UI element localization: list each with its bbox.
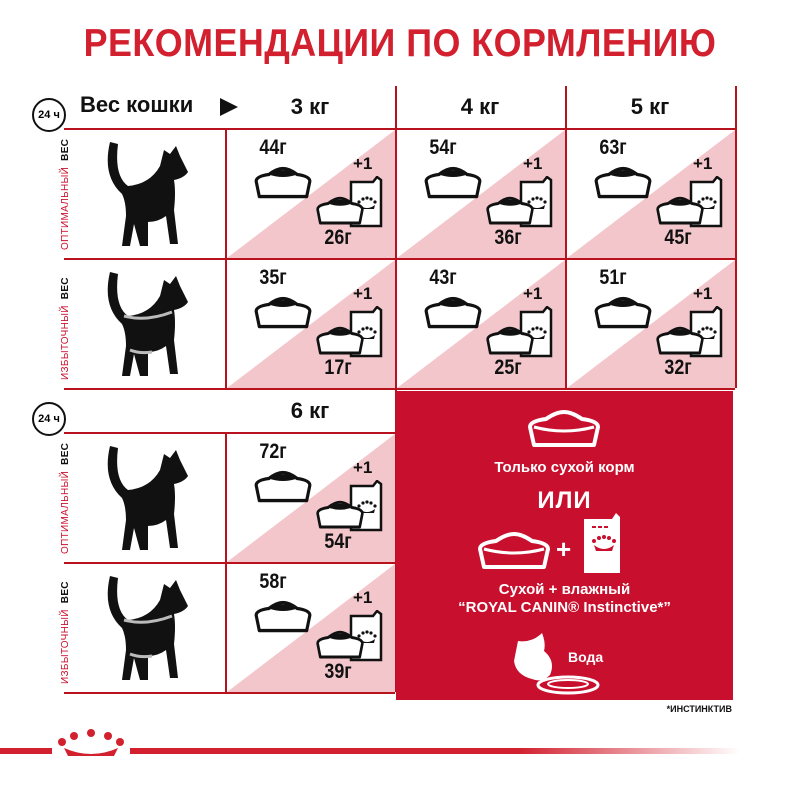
row-label-overweight: ИЗБЫТОЧНЫЙВЕС xyxy=(60,277,71,380)
dry-only-amount: 51г xyxy=(599,266,627,289)
cat-drinking-water-icon xyxy=(514,633,600,695)
dry-only-amount: 63г xyxy=(599,136,627,159)
dry-bowl-icon xyxy=(593,296,653,335)
column-header-weight: 4 кг xyxy=(460,94,500,119)
dry-only-amount: 43г xyxy=(429,266,457,289)
grid-line xyxy=(64,692,395,694)
feeding-cell-overweight-1: 43г +1 25г xyxy=(397,260,565,388)
dry-bowl-small-icon xyxy=(485,196,535,231)
grid-line xyxy=(64,388,735,390)
grid-line xyxy=(735,86,737,388)
plus-one-pouch-label: +1 xyxy=(693,154,713,173)
feeding-cell-optimal-1: 54г +1 36г xyxy=(397,130,565,258)
dry-bowl-icon xyxy=(253,600,313,639)
royal-canin-crown-logo xyxy=(52,728,130,758)
slim-cat-icon xyxy=(107,446,188,550)
mixed-dry-amount: 39г xyxy=(324,660,352,683)
row-label-overweight: ИЗБЫТОЧНЫЙВЕС xyxy=(60,581,71,684)
grid-line xyxy=(225,432,227,692)
plus-one-pouch-label: +1 xyxy=(353,154,373,173)
dry-bowl-small-icon xyxy=(315,500,365,535)
mixed-dry-amount: 26г xyxy=(324,226,352,249)
dry-bowl-icon xyxy=(528,410,600,447)
feeding-cell-overweight-3: 58г +1 39г xyxy=(227,564,395,692)
slim-cat-icon xyxy=(107,142,188,246)
wet-pouch-icon xyxy=(689,176,723,228)
column-header-weight: 3 кг xyxy=(290,94,330,119)
grid-line xyxy=(64,128,735,130)
grid-line xyxy=(565,86,567,388)
mixed-dry-amount: 25г xyxy=(494,356,522,379)
overweight-cat-icon xyxy=(107,576,188,680)
dry-only-amount: 72г xyxy=(259,440,287,463)
brand-stripe xyxy=(0,748,740,754)
feeding-cell-optimal-0: 44г +1 26г xyxy=(227,130,395,258)
page-title: РЕКОМЕНДАЦИИ ПО КОРМЛЕНИЮ xyxy=(83,22,717,65)
plus-sign: + xyxy=(556,534,572,564)
grid-line xyxy=(395,86,397,388)
column-header-weight: 5 кг xyxy=(630,94,670,119)
dry-bowl-icon xyxy=(423,296,483,335)
or-label: ИЛИ xyxy=(537,487,592,514)
feeding-cell-optimal-3: 72г +1 54г xyxy=(227,434,395,562)
dry-bowl-small-icon xyxy=(315,326,365,361)
overweight-cat-icon xyxy=(107,272,188,376)
play-triangle-icon xyxy=(220,98,238,116)
cat-weight-label: Вес кошки xyxy=(80,92,194,117)
dry-bowl-icon xyxy=(253,470,313,509)
legend-panel: Только сухой корм ИЛИ + Сухой + влажный … xyxy=(396,391,733,700)
mixed-dry-amount: 17г xyxy=(324,356,352,379)
dry-only-label: Только сухой корм xyxy=(494,459,635,476)
row-label-optimal: ОПТИМАЛЬНЫЙВЕС xyxy=(60,138,71,250)
clock-24h-icon: 24 ч xyxy=(32,98,66,132)
dry-bowl-small-icon xyxy=(315,196,365,231)
mixed-dry-amount: 54г xyxy=(324,530,352,553)
dry-bowl-icon xyxy=(423,166,483,205)
grid-line xyxy=(64,432,395,434)
dry-only-amount: 58г xyxy=(259,570,287,593)
dry-bowl-icon xyxy=(253,296,313,335)
dry-bowl-icon xyxy=(593,166,653,205)
dry-bowl-icon xyxy=(253,166,313,205)
footnote: *ИНСТИНКТИВ xyxy=(666,704,732,714)
dry-only-amount: 44г xyxy=(259,136,287,159)
dry-bowl-small-icon xyxy=(315,630,365,665)
mixed-label-line2: “ROYAL CANIN® Instinctive*” xyxy=(458,599,671,616)
grid-line xyxy=(225,128,227,388)
plus-one-pouch-label: +1 xyxy=(523,154,543,173)
clock-24h-icon: 24 ч xyxy=(32,402,66,436)
mixed-dry-amount: 36г xyxy=(494,226,522,249)
dry-bowl-small-icon xyxy=(655,196,705,231)
plus-one-pouch-label: +1 xyxy=(693,284,713,303)
grid-line xyxy=(64,258,735,260)
mixed-label-line1: Сухой + влажный xyxy=(498,581,631,598)
grid-line xyxy=(64,562,395,564)
wet-pouch-icon xyxy=(584,513,620,573)
feeding-cell-overweight-2: 51г +1 32г xyxy=(567,260,735,388)
dry-bowl-small-icon xyxy=(655,326,705,361)
plus-one-pouch-label: +1 xyxy=(523,284,543,303)
dry-only-amount: 54г xyxy=(429,136,457,159)
plus-one-pouch-label: +1 xyxy=(353,284,373,303)
feeding-cell-overweight-0: 35г +1 17г xyxy=(227,260,395,388)
wet-pouch-icon xyxy=(349,480,383,532)
feeding-cell-optimal-2: 63г +1 45г xyxy=(567,130,735,258)
mixed-dry-amount: 45г xyxy=(664,226,692,249)
row-label-optimal: ОПТИМАЛЬНЫЙВЕС xyxy=(60,442,71,554)
dry-bowl-icon xyxy=(478,532,550,569)
mixed-dry-amount: 32г xyxy=(664,356,692,379)
dry-only-amount: 35г xyxy=(259,266,287,289)
plus-one-pouch-label: +1 xyxy=(353,458,373,477)
plus-one-pouch-label: +1 xyxy=(353,588,373,607)
water-label: Вода xyxy=(568,649,604,665)
dry-bowl-small-icon xyxy=(485,326,535,361)
column-header-weight: 6 кг xyxy=(290,398,330,423)
